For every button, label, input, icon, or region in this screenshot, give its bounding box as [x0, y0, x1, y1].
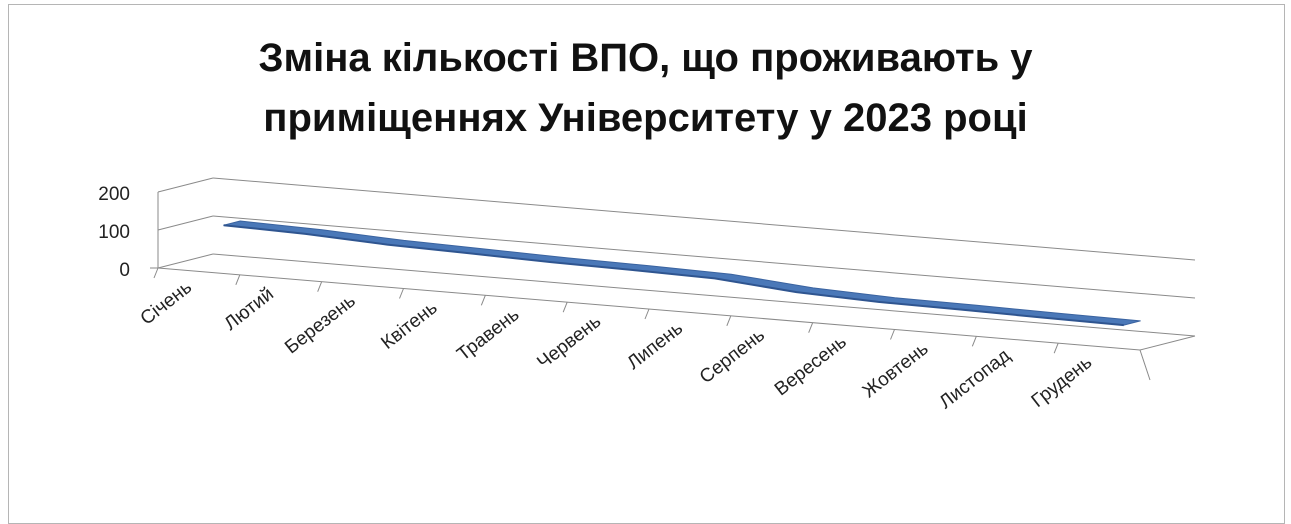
gridline-100	[213, 216, 1195, 298]
y-tick-labels: 0 100 200	[98, 184, 130, 281]
y-tick-label-0: 0	[119, 260, 130, 281]
gridline-200	[213, 178, 1195, 260]
x-tick-7	[645, 309, 649, 319]
x-tick-2	[236, 275, 240, 285]
data-series	[224, 221, 1141, 325]
x-tick-5	[481, 295, 485, 305]
x-tick-label-11: Листопад	[936, 345, 1015, 413]
axes	[150, 192, 1195, 380]
x-tick-4	[400, 289, 404, 299]
x-tick-label-8: Серпень	[696, 325, 769, 388]
y-tick-label-100: 100	[98, 222, 130, 243]
side-gridline-0	[158, 254, 213, 268]
x-tick-label-5: Травень	[453, 304, 523, 365]
x-tick-6	[563, 302, 567, 312]
x-tick-label-7: Липень	[623, 318, 687, 374]
x-tick-label-9: Вересень	[771, 331, 851, 400]
x-tick-label-4: Квітень	[377, 297, 441, 354]
x-tick-label-1: Січень	[137, 277, 196, 330]
series-ribbon-1	[224, 221, 1141, 325]
x-tick-label-12: Грудень	[1028, 352, 1097, 412]
side-gridline-200	[158, 178, 213, 192]
x-tick-label-10: Жовтень	[859, 338, 933, 402]
floor-right-edge	[1140, 336, 1195, 350]
x-tick-12	[1054, 343, 1058, 353]
x-tick-1	[154, 268, 158, 278]
x-tick-label-2: Лютий	[221, 284, 278, 335]
x-tick-10	[891, 330, 895, 340]
gridline-0	[213, 254, 1195, 336]
y-tick-label-200: 200	[98, 184, 130, 205]
x-tick-11	[972, 336, 976, 346]
x-tick-label-3: Березень	[281, 290, 360, 358]
x-tick-3	[318, 282, 322, 292]
x-tick-label-6: Червень	[533, 311, 605, 374]
x-tick-9	[809, 323, 813, 333]
x-tick-8	[727, 316, 731, 326]
side-gridline-100	[158, 216, 213, 230]
floor-corner-edge	[1140, 350, 1150, 380]
